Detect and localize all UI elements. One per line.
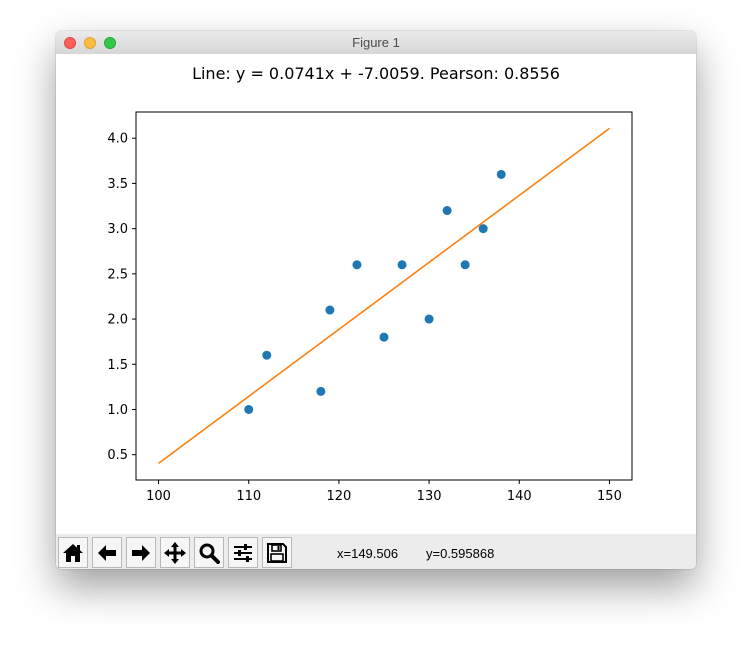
window-title: Figure 1 <box>352 35 400 50</box>
floppy-disk-icon <box>267 542 287 563</box>
subplots-button[interactable] <box>228 537 258 568</box>
zoom-button[interactable] <box>194 537 224 568</box>
x-tick-label: 110 <box>236 489 261 504</box>
scatter-point <box>262 350 272 360</box>
scatter-point <box>424 314 434 324</box>
home-icon <box>63 543 83 562</box>
scatter-point <box>379 332 389 342</box>
x-tick-label: 120 <box>326 489 351 504</box>
magnifier-icon <box>199 543 220 564</box>
y-tick-label: 1.5 <box>107 358 128 373</box>
y-tick-label: 4.0 <box>107 132 128 147</box>
scatter-point <box>352 260 362 270</box>
y-tick-label: 2.0 <box>107 313 128 328</box>
forward-button[interactable] <box>126 537 156 568</box>
scatter-point <box>316 386 326 396</box>
figure-canvas[interactable]: Line: y = 0.0741x + -7.0059. Pearson: 0.… <box>56 54 696 534</box>
x-tick-label: 150 <box>597 489 622 504</box>
scatter-point <box>442 206 452 216</box>
y-tick-label: 3.5 <box>107 177 128 192</box>
close-window-button[interactable] <box>64 37 76 49</box>
arrow-left-icon <box>98 544 116 561</box>
minimize-window-button[interactable] <box>84 37 96 49</box>
home-button[interactable] <box>58 537 88 568</box>
x-tick-label: 130 <box>417 489 442 504</box>
y-tick-label: 2.5 <box>107 267 128 282</box>
move-icon <box>164 541 186 564</box>
y-coordinate-readout: y=0.595868 <box>426 546 495 561</box>
scatter-chart: Line: y = 0.0741x + -7.0059. Pearson: 0.… <box>107 64 633 504</box>
x-tick-label: 140 <box>507 489 532 504</box>
y-tick-label: 0.5 <box>107 448 128 463</box>
plot-frame <box>135 111 633 481</box>
scatter-point <box>496 169 506 179</box>
navigation-toolbar: x=149.506 y=0.595868 <box>56 534 696 569</box>
x-tick-label: 100 <box>146 489 171 504</box>
figure-window: Figure 1 Line: y = 0.0741x + -7.0059. Pe… <box>56 31 696 569</box>
y-tick-label: 1.0 <box>107 403 128 418</box>
x-coordinate-readout: x=149.506 <box>337 546 399 561</box>
save-button[interactable] <box>262 537 292 568</box>
y-tick-label: 3.0 <box>107 222 128 237</box>
scatter-point <box>397 260 407 270</box>
scatter-point <box>325 305 335 315</box>
zoom-window-button[interactable] <box>104 37 116 49</box>
arrow-right-icon <box>132 544 150 561</box>
regression-line <box>158 127 610 464</box>
pan-button[interactable] <box>160 537 190 568</box>
scatter-point <box>244 404 254 414</box>
sliders-icon <box>234 543 252 562</box>
scatter-point <box>478 224 488 234</box>
back-button[interactable] <box>92 537 122 568</box>
title-bar[interactable]: Figure 1 <box>56 31 696 55</box>
chart-title: Line: y = 0.0741x + -7.0059. Pearson: 0.… <box>192 64 560 83</box>
scatter-point <box>460 260 470 270</box>
